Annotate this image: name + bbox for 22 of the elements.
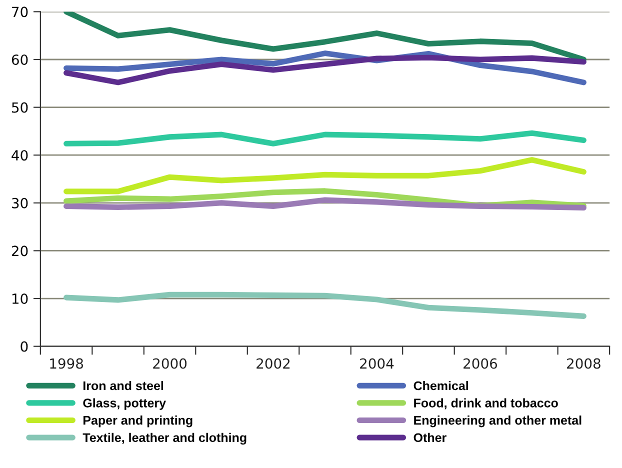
legend-label: Glass, pottery bbox=[83, 398, 166, 410]
legend-label: Other bbox=[414, 432, 446, 442]
y-tick-label: 0 bbox=[20, 341, 28, 352]
legend-label: Food, drink and tobacco bbox=[414, 398, 558, 410]
legend-label: Chemical bbox=[414, 380, 468, 390]
y-tick-label: 30 bbox=[12, 198, 28, 208]
x-tick-label: 2002 bbox=[256, 358, 290, 369]
x-tick-label: 2004 bbox=[360, 358, 394, 369]
x-tick-label: 1998 bbox=[50, 358, 84, 369]
y-tick-label: 10 bbox=[12, 293, 28, 304]
x-tick-label: 2000 bbox=[153, 358, 187, 369]
y-tick-label: 70 bbox=[12, 6, 28, 18]
x-tick-label: 2008 bbox=[567, 358, 600, 369]
legend-label: Textile, leather and clothing bbox=[82, 432, 246, 445]
y-tick-label: 40 bbox=[12, 150, 28, 161]
legend-label: Engineering and other metal bbox=[414, 416, 582, 428]
x-tick-label: 2006 bbox=[464, 358, 498, 369]
y-tick-label: 20 bbox=[12, 246, 28, 256]
y-tick-label: 50 bbox=[12, 102, 28, 113]
legend-label: Iron and steel bbox=[84, 380, 164, 390]
legend-label: Paper and printing bbox=[84, 416, 192, 428]
y-tick-label: 60 bbox=[12, 54, 28, 65]
